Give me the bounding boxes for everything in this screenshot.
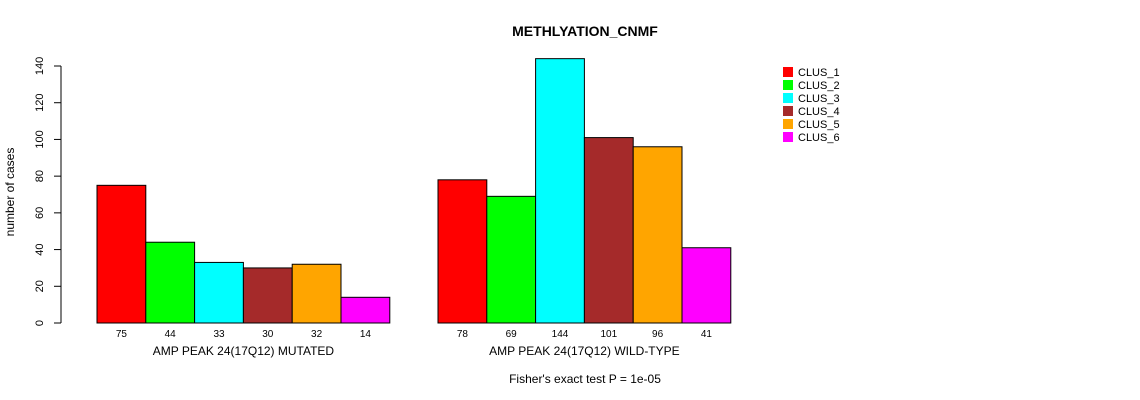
bar-value-label: 144 bbox=[552, 329, 569, 340]
bar bbox=[340, 296, 391, 324]
bar-value-label: 69 bbox=[506, 329, 518, 340]
legend-swatch bbox=[783, 93, 793, 103]
legend-swatch bbox=[783, 67, 793, 77]
bar-value-label: 44 bbox=[165, 329, 177, 340]
bar-value-label: 78 bbox=[457, 329, 469, 340]
legend-swatch bbox=[783, 106, 793, 116]
y-tick-label: 140 bbox=[34, 57, 46, 75]
bar bbox=[681, 247, 732, 324]
legend-label: CLUS_6 bbox=[798, 132, 840, 144]
y-axis: 0 20 40 60 80 100 120 140 bbox=[34, 57, 62, 326]
footnote: Fisher's exact test P = 1e-05 bbox=[509, 372, 661, 386]
bar-value-label: 14 bbox=[360, 329, 372, 340]
y-tick-label: 60 bbox=[34, 207, 46, 219]
legend-label: CLUS_5 bbox=[798, 119, 840, 131]
group-label: AMP PEAK 24(17Q12) WILD-TYPE bbox=[489, 344, 680, 358]
bar bbox=[535, 58, 585, 324]
bar bbox=[194, 261, 244, 324]
y-tick-label: 100 bbox=[34, 130, 46, 148]
bar-value-label: 101 bbox=[600, 329, 617, 340]
bar-value-label: 75 bbox=[116, 329, 128, 340]
legend-label: CLUS_1 bbox=[798, 67, 840, 79]
bar bbox=[242, 267, 293, 324]
y-tick-label: 40 bbox=[34, 243, 46, 255]
bar bbox=[632, 146, 683, 324]
bar-value-label: 41 bbox=[701, 329, 713, 340]
legend-label: CLUS_3 bbox=[798, 93, 840, 105]
chart-title: METHLYATION_CNMF bbox=[512, 23, 658, 39]
bar bbox=[145, 241, 196, 324]
bar-value-label: 96 bbox=[652, 329, 664, 340]
legend-label: CLUS_4 bbox=[798, 106, 840, 118]
y-tick-label: 120 bbox=[34, 94, 46, 112]
bar bbox=[437, 179, 488, 324]
legend-swatch bbox=[783, 119, 793, 129]
bar bbox=[486, 195, 537, 324]
bar bbox=[96, 184, 147, 324]
y-tick-label: 0 bbox=[34, 320, 46, 326]
bars: 75 44 33 30 32 14 AMP PEAK 24(17Q12) MUTATED 78… bbox=[96, 58, 732, 358]
legend-swatch bbox=[783, 80, 793, 90]
legend-label: CLUS_2 bbox=[798, 80, 840, 92]
bar-value-label: 33 bbox=[213, 329, 225, 340]
y-axis-label: number of cases bbox=[3, 148, 17, 237]
bar-value-label: 32 bbox=[311, 329, 323, 340]
legend-swatch bbox=[783, 132, 793, 142]
bar bbox=[583, 137, 634, 324]
bar bbox=[291, 263, 342, 324]
y-tick-label: 80 bbox=[34, 170, 46, 182]
bar-value-label: 30 bbox=[262, 329, 274, 340]
y-tick-label: 20 bbox=[34, 280, 46, 292]
group-label: AMP PEAK 24(17Q12) MUTATED bbox=[153, 344, 335, 358]
